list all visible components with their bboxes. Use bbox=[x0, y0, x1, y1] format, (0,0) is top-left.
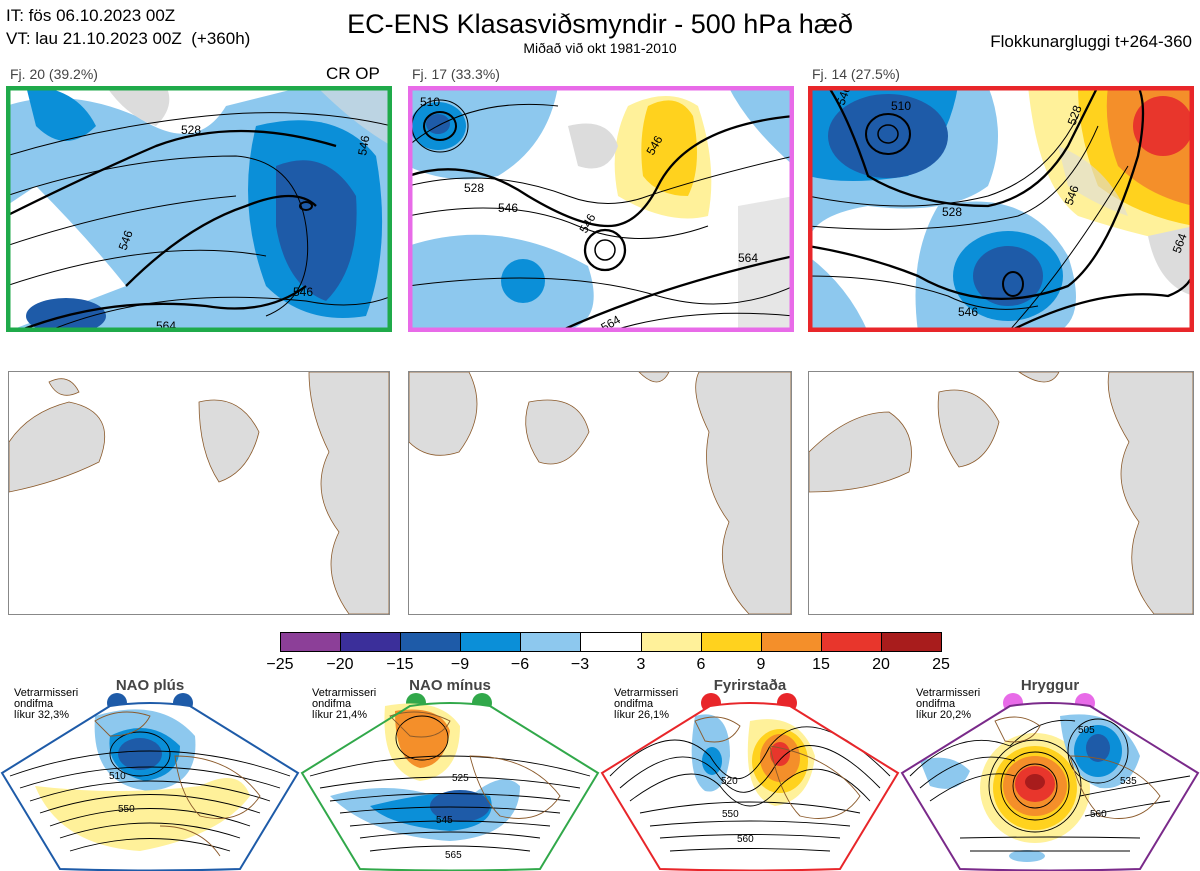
regime-ridge-frame bbox=[900, 702, 1200, 871]
page-subtitle: Miðað við okt 1981-2010 bbox=[523, 40, 677, 56]
cluster-2-contour-510: 510 bbox=[420, 95, 440, 109]
colorbar-tick: −15 bbox=[386, 656, 414, 673]
colorbar-tick: 9 bbox=[756, 656, 766, 673]
cluster-window: Flokkunargluggi t+264-360 bbox=[990, 32, 1192, 51]
blank-map-3 bbox=[808, 371, 1194, 615]
cluster-2-contour-564a: 564 bbox=[738, 251, 758, 265]
regime-nao-minus-contour-525: 525 bbox=[452, 773, 469, 784]
init-time: IT: fös 06.10.2023 00Z bbox=[6, 6, 176, 25]
regime-nao-minus-note: Vetrarmisseri ondifma líkur 21,4% bbox=[312, 687, 377, 721]
colorbar-tick: −20 bbox=[326, 656, 354, 673]
regime-nao-plus-frame bbox=[0, 702, 300, 871]
colorbar-bin-1 bbox=[281, 633, 342, 651]
regime-ridge-title: Hryggur bbox=[1020, 677, 1080, 694]
cluster-1-frame bbox=[6, 86, 392, 332]
colorbar-bin-3 bbox=[401, 633, 462, 651]
regime-ridge-contour-535: 535 bbox=[1120, 776, 1137, 787]
cluster-3-contour-564: 564 bbox=[1170, 231, 1190, 255]
valid-time: VT: lau 21.10.2023 00Z (+360h) bbox=[6, 29, 251, 48]
regime-blocking-contour-550: 550 bbox=[722, 809, 739, 820]
header-info: IT: fös 06.10.2023 00Z VT: lau 21.10.2023… bbox=[6, 4, 250, 50]
cluster-2-contour-546a: 546 bbox=[498, 201, 518, 215]
colorbar-bin-10 bbox=[821, 633, 882, 651]
regime-blocking-contour-560: 560 bbox=[737, 834, 754, 845]
colorbar-tick: 15 bbox=[812, 656, 830, 673]
cluster-3-contour-546a: 546 bbox=[1062, 183, 1082, 207]
cluster-2-label: Fj. 17 (33.3%) bbox=[412, 66, 500, 82]
colorbar-tick: −3 bbox=[570, 656, 590, 673]
cluster-2-frame bbox=[408, 86, 794, 332]
colorbar-bin-11 bbox=[881, 633, 942, 651]
blank-map-1 bbox=[8, 371, 390, 615]
regime-ridge-note: Vetrarmisseri ondifma líkur 20,2% bbox=[916, 687, 981, 721]
colorbar bbox=[280, 632, 942, 652]
cluster-3-map[interactable]: 510 528 546 546 528 546 564 bbox=[808, 86, 1194, 332]
regime-nao-plus-note: Vetrarmisseri ondifma líkur 32,3% bbox=[14, 687, 79, 721]
regime-blocking-frame bbox=[600, 702, 900, 871]
colorbar-tick: −6 bbox=[510, 656, 530, 673]
cluster-3-frame bbox=[808, 86, 1194, 332]
colorbar-bin-8 bbox=[701, 633, 762, 651]
page-title: EC-ENS Klasasviðsmyndir - 500 hPa hæð bbox=[347, 9, 853, 39]
regime-nao-plus[interactable]: NAO plús Vetrarmisseri ondifma líkur 32,… bbox=[0, 676, 300, 871]
regime-ridge[interactable]: Hryggur Vetrarmisseri ondifma líkur 20,2… bbox=[900, 676, 1200, 871]
cluster-3-contour-528a: 528 bbox=[942, 205, 962, 219]
cluster-1-map[interactable]: 528 546 546 546 564 bbox=[6, 86, 392, 332]
cluster-1-contour-546c: 546 bbox=[355, 134, 372, 156]
colorbar-tick: 25 bbox=[932, 656, 950, 673]
colorbar-bin-4 bbox=[461, 633, 522, 651]
regime-blocking-contour-520: 520 bbox=[721, 776, 738, 787]
regime-nao-minus-contour-565: 565 bbox=[445, 850, 462, 861]
cluster-1-contour-546b: 546 bbox=[293, 285, 313, 299]
regime-nao-plus-title: NAO plús bbox=[115, 677, 185, 694]
cluster-3-contour-510: 510 bbox=[891, 99, 911, 113]
regime-blocking-note: Vetrarmisseri ondifma líkur 26,1% bbox=[614, 687, 679, 721]
cluster-1-contour-528: 528 bbox=[181, 123, 201, 137]
cluster-3-contour-546b: 546 bbox=[958, 305, 978, 319]
blank-map-2 bbox=[408, 371, 792, 615]
regime-blocking-title: Fyrirstaða bbox=[713, 677, 787, 694]
cluster-2-map[interactable]: 510 528 546 546 546 564 564 bbox=[408, 86, 794, 332]
colorbar-tick: 6 bbox=[696, 656, 706, 673]
colorbar-tick: −9 bbox=[450, 656, 470, 673]
cluster-1-contour-546a: 546 bbox=[116, 228, 136, 252]
regime-nao-plus-contour-550: 550 bbox=[118, 804, 135, 815]
cluster-2-contour-528: 528 bbox=[464, 181, 484, 195]
cluster-3-contour-528b: 528 bbox=[1065, 103, 1085, 127]
regime-nao-plus-contour-510: 510 bbox=[109, 771, 126, 782]
regime-nao-minus-frame bbox=[300, 702, 600, 871]
colorbar-bin-9 bbox=[761, 633, 822, 651]
colorbar-tick: −25 bbox=[266, 656, 294, 673]
cluster-1-label: Fj. 20 (39.2%) bbox=[10, 66, 98, 82]
regime-blocking[interactable]: Fyrirstaða Vetrarmisseri ondifma líkur 2… bbox=[600, 676, 900, 871]
regime-ridge-contour-560: 560 bbox=[1090, 809, 1107, 820]
cluster-1-tag: CR OP bbox=[326, 64, 380, 83]
colorbar-bin-7 bbox=[641, 633, 702, 651]
colorbar-bin-2 bbox=[341, 633, 402, 651]
colorbar-bin-5 bbox=[521, 633, 582, 651]
regime-nao-minus-contour-545: 545 bbox=[436, 815, 453, 826]
colorbar-tick: 20 bbox=[872, 656, 890, 673]
regime-ridge-contour-505: 505 bbox=[1078, 725, 1095, 736]
colorbar-bin-6 bbox=[581, 633, 642, 651]
regime-nao-minus[interactable]: NAO mínus Vetrarmisseri ondifma líkur 21… bbox=[300, 676, 600, 871]
regime-nao-minus-title: NAO mínus bbox=[409, 677, 491, 694]
colorbar-tick: 3 bbox=[636, 656, 646, 673]
cluster-3-label: Fj. 14 (27.5%) bbox=[812, 66, 900, 82]
